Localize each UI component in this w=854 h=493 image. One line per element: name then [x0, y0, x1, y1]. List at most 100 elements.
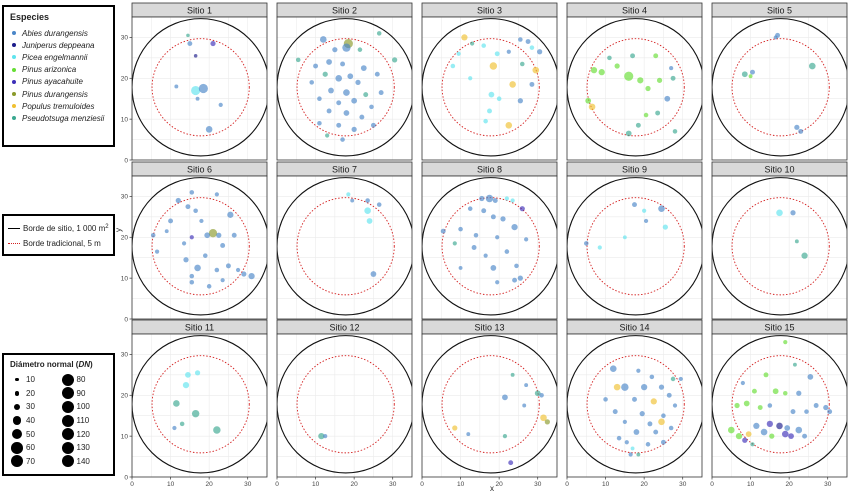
panel-frame [276, 333, 413, 478]
plot-background [277, 17, 412, 160]
tree-point [524, 383, 529, 388]
x-tick-label: 10 [167, 481, 175, 488]
site-border-circle [712, 335, 847, 474]
tree-point [328, 87, 334, 94]
tree-point [351, 97, 358, 104]
x-tick-label: 0 [710, 481, 714, 488]
panel-title: Sitio 2 [332, 6, 357, 16]
traditional-border-circle [441, 38, 540, 137]
gridlines [712, 17, 847, 160]
species-legend-item: Abies durangensis [8, 27, 109, 39]
species-legend: Especies Abies durangensis Juniperus depp… [2, 5, 115, 147]
tree-point [220, 278, 225, 283]
diameter-label: 140 [76, 456, 90, 466]
tree-point [364, 207, 371, 215]
panel-title: Sitio 4 [622, 6, 647, 16]
tree-points [603, 365, 683, 457]
tree-point [218, 102, 223, 107]
panel-title: Sitio 11 [185, 323, 214, 333]
diameter-swatch [59, 373, 77, 386]
gridlines [712, 334, 847, 477]
traditional-border-circle [151, 355, 250, 454]
species-legend-title: Especies [10, 12, 50, 22]
tree-point [483, 253, 488, 258]
tree-point [175, 197, 181, 204]
diameter-swatch [8, 373, 26, 386]
tree-point [473, 232, 479, 238]
tree-point [753, 422, 760, 430]
diameter-circle [61, 400, 74, 413]
y-tick-label: 10 [121, 433, 129, 440]
x-tick-label: 20 [641, 481, 649, 488]
diameter-circle [11, 455, 23, 468]
tree-point [672, 129, 678, 134]
panel-frame [711, 175, 848, 320]
y-tick-label: 10 [121, 116, 129, 123]
panel-frame [276, 175, 413, 320]
gridlines [277, 176, 412, 319]
tree-point [326, 108, 332, 114]
diameter-circle [12, 429, 22, 440]
tree-point [187, 41, 193, 47]
tree-point [632, 396, 637, 402]
tree-point [194, 264, 201, 272]
tree-point [613, 383, 621, 391]
site-border-circle [277, 335, 412, 474]
panel: Sitio 1 0 10 20 30 [121, 2, 268, 164]
tree-point [670, 75, 676, 81]
tree-point [489, 62, 498, 70]
diameter-label: 20 [26, 388, 35, 398]
y-tick-label: 0 [124, 474, 128, 481]
tree-point [544, 419, 550, 425]
tree-point [350, 198, 355, 203]
gridlines [567, 176, 702, 319]
traditional-border-circle [731, 355, 830, 454]
tree-point [452, 425, 458, 431]
tree-point [658, 418, 665, 426]
tree-point [653, 53, 659, 59]
tree-points [741, 32, 816, 134]
tree-point [495, 235, 500, 240]
tree-point [639, 411, 645, 417]
diameter-label: 70 [26, 456, 35, 466]
tree-point [351, 126, 357, 132]
panel-frame [566, 333, 703, 478]
diameter-legend-item: 80 [59, 373, 110, 387]
tree-point [479, 195, 485, 202]
plot-background [567, 176, 702, 319]
panel-title: Sitio 1 [187, 6, 212, 16]
tree-points [346, 192, 382, 277]
diameter-label: 100 [76, 402, 90, 412]
border-label: Borde tradicional, 5 m [23, 239, 101, 248]
diameter-swatch [59, 455, 77, 468]
species-label: Populus tremuloides [22, 101, 95, 111]
diameter-label: 120 [76, 429, 90, 439]
tree-point [666, 392, 672, 398]
tree-point [532, 66, 540, 74]
tree-point [343, 89, 350, 96]
tree-point [440, 228, 446, 234]
tree-point [235, 267, 241, 273]
y-tick-label: 20 [121, 235, 129, 242]
diameter-swatch [59, 387, 77, 400]
panel-title: Sitio 8 [477, 165, 502, 175]
traditional-border-circle [586, 197, 685, 296]
traditional-border-circle [441, 355, 540, 454]
panel-title: Sitio 7 [332, 165, 357, 175]
tree-point [751, 388, 757, 394]
diameter-circle [61, 428, 74, 441]
tree-point [483, 118, 488, 124]
tree-point [649, 374, 655, 380]
tree-point [636, 452, 641, 457]
tree-point [813, 403, 819, 408]
panel-title: Sitio 9 [622, 165, 647, 175]
diameter-legend: Diámetro normal (DN) 10 20 30 40 50 60 70 80 90 1… [2, 353, 115, 476]
gridlines [132, 334, 267, 477]
diameter-legend-title-suffix: ) [90, 360, 93, 369]
diameter-legend-title-abbr: DN [78, 360, 91, 369]
site-border-circle [422, 335, 557, 474]
tree-point [783, 340, 788, 345]
tree-point [450, 63, 456, 69]
tree-point [502, 434, 508, 439]
